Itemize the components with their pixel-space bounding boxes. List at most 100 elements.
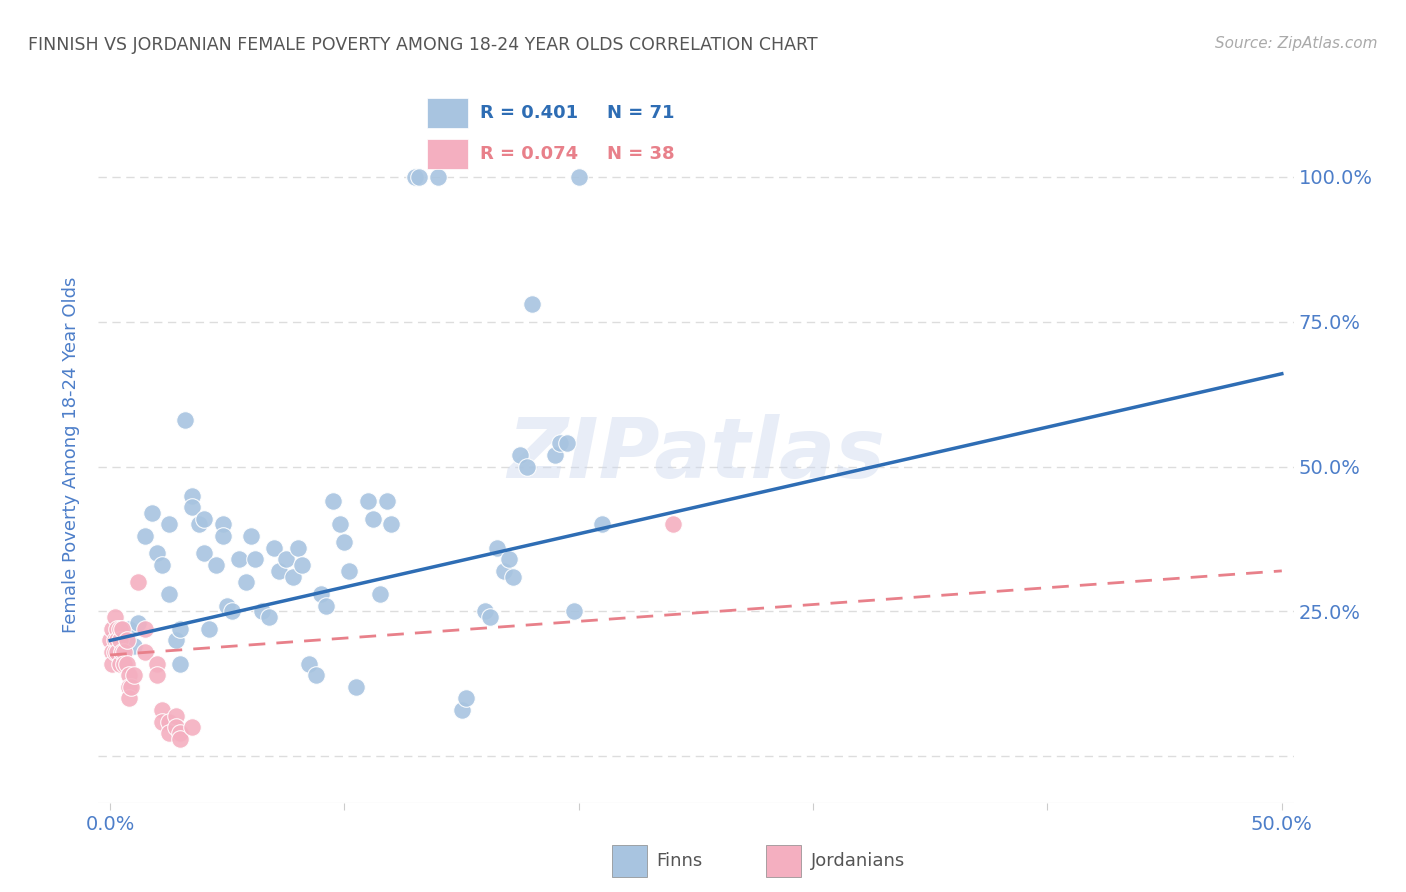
Point xyxy=(115,657,138,671)
Point xyxy=(150,703,173,717)
Point xyxy=(101,645,124,659)
Text: N = 71: N = 71 xyxy=(607,104,675,122)
Point xyxy=(112,645,135,659)
Point xyxy=(252,605,274,619)
Text: FINNISH VS JORDANIAN FEMALE POVERTY AMONG 18-24 YEAR OLDS CORRELATION CHART: FINNISH VS JORDANIAN FEMALE POVERTY AMON… xyxy=(28,36,818,54)
Point xyxy=(98,633,121,648)
Point xyxy=(555,436,578,450)
Point xyxy=(661,517,683,532)
Y-axis label: Female Poverty Among 18-24 Year Olds: Female Poverty Among 18-24 Year Olds xyxy=(62,277,80,633)
Point xyxy=(157,517,180,532)
Point xyxy=(274,552,297,566)
Point xyxy=(309,587,332,601)
Point xyxy=(450,703,472,717)
Point xyxy=(548,436,571,450)
Point xyxy=(104,610,127,624)
Point xyxy=(245,552,267,566)
Point xyxy=(259,610,281,624)
Point xyxy=(111,633,134,648)
Point xyxy=(101,622,124,636)
Point xyxy=(344,680,367,694)
Point xyxy=(315,599,337,613)
Point xyxy=(211,517,233,532)
Point xyxy=(263,541,285,555)
Point xyxy=(427,169,450,184)
Point xyxy=(516,459,538,474)
Point xyxy=(104,633,127,648)
Point xyxy=(281,570,304,584)
Point xyxy=(165,708,187,723)
Point xyxy=(217,599,239,613)
Point xyxy=(591,517,613,532)
Point xyxy=(193,546,215,561)
Point xyxy=(562,605,585,619)
Point xyxy=(111,622,134,636)
Point xyxy=(118,622,141,636)
Point xyxy=(157,726,180,740)
Point xyxy=(329,517,352,532)
Point xyxy=(169,622,191,636)
Point xyxy=(108,657,131,671)
Point xyxy=(478,610,501,624)
Point xyxy=(287,541,309,555)
Point xyxy=(337,564,360,578)
Point xyxy=(380,517,402,532)
Point xyxy=(333,534,356,549)
Point xyxy=(169,726,191,740)
Point xyxy=(112,657,135,671)
Point xyxy=(408,169,430,184)
Point xyxy=(146,668,169,682)
Point xyxy=(134,622,156,636)
Point xyxy=(134,645,156,659)
Point xyxy=(118,691,141,706)
Point xyxy=(165,721,187,735)
Point xyxy=(474,605,496,619)
Point xyxy=(181,500,204,514)
Point xyxy=(127,575,149,590)
Text: Jordanians: Jordanians xyxy=(811,852,905,870)
Point xyxy=(104,645,127,659)
Point xyxy=(568,169,591,184)
FancyBboxPatch shape xyxy=(426,139,468,169)
Point xyxy=(357,494,380,508)
Text: R = 0.074: R = 0.074 xyxy=(479,145,578,163)
Point xyxy=(146,657,169,671)
Point xyxy=(105,645,128,659)
Point xyxy=(193,512,215,526)
Point xyxy=(146,546,169,561)
Point xyxy=(127,615,149,630)
Point xyxy=(115,633,138,648)
Point xyxy=(204,558,226,573)
Point xyxy=(169,657,191,671)
Point xyxy=(322,494,344,508)
Point xyxy=(211,529,233,543)
Point xyxy=(169,731,191,746)
FancyBboxPatch shape xyxy=(426,98,468,128)
Point xyxy=(361,512,384,526)
Point xyxy=(375,494,398,508)
Point xyxy=(456,691,478,706)
Point xyxy=(118,668,141,682)
Point xyxy=(165,633,187,648)
Point xyxy=(181,721,204,735)
Point xyxy=(492,564,515,578)
Point xyxy=(122,639,145,653)
Text: N = 38: N = 38 xyxy=(607,145,675,163)
Point xyxy=(485,541,508,555)
Point xyxy=(298,657,321,671)
Point xyxy=(108,633,131,648)
Point xyxy=(150,714,173,729)
Point xyxy=(235,575,257,590)
Point xyxy=(111,645,134,659)
Point xyxy=(105,622,128,636)
Point xyxy=(181,489,204,503)
Point xyxy=(544,448,567,462)
Point xyxy=(239,529,262,543)
Point xyxy=(188,517,211,532)
Point xyxy=(509,448,531,462)
Point xyxy=(118,680,141,694)
Point xyxy=(520,297,543,311)
Point xyxy=(174,413,197,427)
Point xyxy=(157,714,180,729)
Point xyxy=(228,552,250,566)
